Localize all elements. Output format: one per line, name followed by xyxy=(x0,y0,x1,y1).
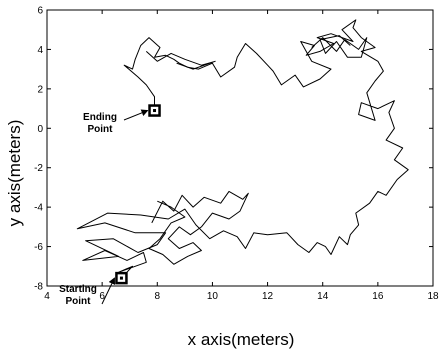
trajectory-line xyxy=(148,190,249,265)
x-tick-label: 10 xyxy=(207,291,219,302)
y-tick-label: -8 xyxy=(34,282,43,293)
starting-point-label: Starting xyxy=(59,284,97,295)
plot-frame xyxy=(46,9,434,287)
trajectory-line xyxy=(145,51,216,70)
x-tick-label: 18 xyxy=(427,291,439,302)
x-tick-label: 12 xyxy=(262,291,274,302)
y-tick-label: -6 xyxy=(34,242,43,253)
trajectory-line xyxy=(311,35,368,58)
starting-point-arrow xyxy=(101,277,115,305)
marker-dot xyxy=(153,109,157,113)
x-tick-label: 16 xyxy=(372,291,384,302)
y-tick-label: 4 xyxy=(37,45,43,56)
ending-point-label: Point xyxy=(88,124,114,135)
marker-dot xyxy=(119,276,123,280)
trajectory-line xyxy=(76,19,409,279)
x-axis-title: x axis(meters) xyxy=(188,330,295,349)
ending-point-label: Ending xyxy=(83,112,117,123)
x-tick-label: 4 xyxy=(44,291,50,302)
y-tick-label: 2 xyxy=(37,84,43,95)
starting-point-label: Point xyxy=(66,296,92,307)
x-tick-label: 14 xyxy=(317,291,329,302)
y-tick-label: -4 xyxy=(34,203,43,214)
x-tick-label: 8 xyxy=(155,291,161,302)
y-axis-title: y axis(meters) xyxy=(5,120,24,227)
x-tick-label: 6 xyxy=(99,291,105,302)
ending-point-arrow xyxy=(123,109,149,121)
y-tick-label: 6 xyxy=(37,6,43,17)
y-tick-label: -2 xyxy=(34,163,43,174)
y-tick-label: 0 xyxy=(37,124,43,135)
